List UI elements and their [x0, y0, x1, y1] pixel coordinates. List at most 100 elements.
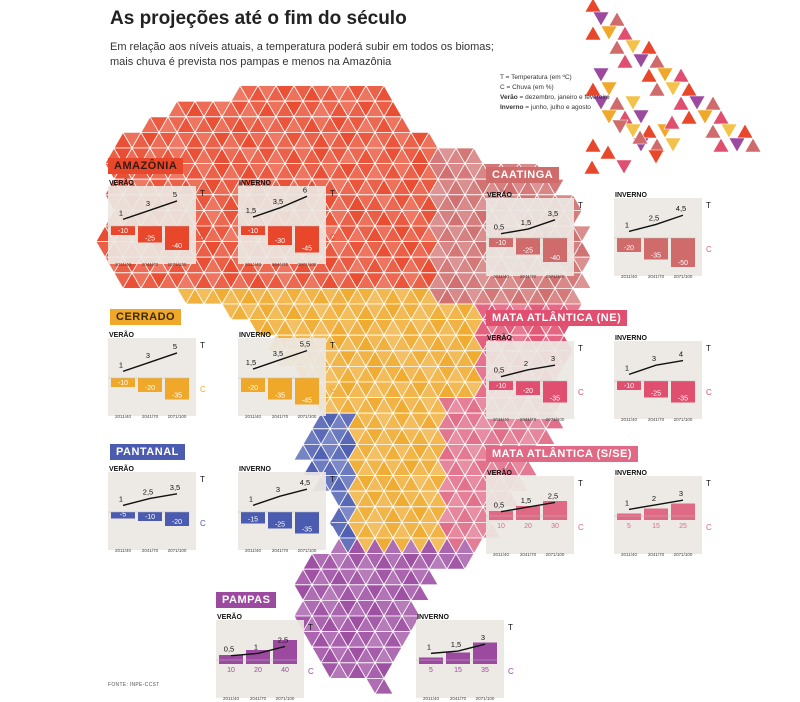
- temperature-label: 3: [551, 354, 555, 363]
- rain-bar: [165, 378, 189, 400]
- decor-triangle: [648, 53, 666, 69]
- decor-triangle: [696, 109, 714, 125]
- rain-bar: [489, 381, 513, 390]
- map-triangle: [419, 568, 439, 586]
- legend: T = Temperatura (em ºC) C = Chuva (em %)…: [500, 73, 650, 113]
- chart-background: [108, 186, 196, 264]
- period-label: 2071/100: [546, 552, 565, 557]
- rain-bar: [473, 642, 497, 664]
- decor-triangle: [632, 109, 650, 125]
- period-label: 2071/100: [674, 417, 693, 422]
- decor-triangle: [583, 159, 601, 175]
- rain-label: -35: [275, 393, 285, 400]
- climate-chart-panel: INVERNO -10 1,5 2011/40 -30 3,5 2041/70 -45 6 207…: [238, 180, 336, 267]
- rain-axis-label: C: [578, 388, 584, 397]
- period-label: 2041/70: [648, 552, 665, 557]
- temperature-axis-label: T: [200, 189, 205, 198]
- rain-label: -50: [678, 260, 688, 267]
- biome-label: MATA ATLÂNTICA (NE): [486, 310, 628, 326]
- decor-triangle: [664, 81, 682, 97]
- temperature-label: 3,5: [273, 349, 283, 358]
- temperature-label: 5: [173, 190, 177, 199]
- period-label: 2011/40: [493, 417, 509, 422]
- subtitle-line: Em relação aos níveis atuais, a temperat…: [110, 41, 494, 53]
- period-label: 2041/70: [272, 414, 289, 419]
- rain-bar: [644, 238, 668, 260]
- rain-bar: [617, 238, 641, 252]
- temperature-label: 0,5: [494, 223, 504, 232]
- map-triangle: [464, 537, 484, 555]
- temperature-label: 3,5: [273, 197, 283, 206]
- climate-chart-panel: INVERNO -20 1 2011/40 -35 2,5 2041/70 -50 4,5 207…: [614, 192, 712, 279]
- legend-rain: C = Chuva (em %): [500, 84, 554, 91]
- season-label: INVERNO: [239, 332, 271, 339]
- legend-summer-value: = dezembro, janeiro e fevereiro: [517, 94, 610, 101]
- decor-triangle: [608, 11, 626, 27]
- temperature-label: 1,5: [246, 206, 256, 215]
- rain-label: 25: [679, 523, 687, 530]
- decor-triangle: [615, 159, 633, 175]
- period-label: 2071/100: [298, 414, 317, 419]
- temperature-line: [230, 645, 286, 657]
- temperature-label: 1: [119, 494, 123, 503]
- temperature-label: 4,5: [300, 478, 310, 487]
- temperature-label: 3: [481, 633, 485, 642]
- map-triangle: [455, 553, 475, 571]
- rain-bar: [165, 226, 189, 250]
- temperature-line: [500, 219, 556, 235]
- rain-label: 20: [524, 523, 532, 530]
- temperature-label: 1: [249, 494, 253, 503]
- rain-label: -25: [275, 522, 285, 529]
- decor-triangle: [600, 25, 618, 41]
- map-triangle: [374, 662, 394, 680]
- temperature-axis-label: T: [508, 623, 513, 632]
- rain-bar: [165, 512, 189, 526]
- rain-label: -20: [172, 519, 182, 526]
- legend-summer-key: Verão: [500, 94, 518, 101]
- biome-label: MATA ATLÂNTICA (S/SE): [486, 446, 639, 462]
- climate-chart-panel: VERÃO -5 1 2011/40 -10 2,5 2041/70 -20 3,5 2071/1…: [108, 464, 206, 553]
- decor-triangle: [704, 123, 722, 139]
- temperature-label: 2,5: [548, 491, 558, 500]
- period-label: 2041/70: [250, 696, 267, 701]
- map-triangle: [410, 583, 430, 601]
- decor-triangle: [624, 39, 642, 55]
- rain-bar: [268, 226, 292, 245]
- decor-triangle: [648, 81, 666, 97]
- season-label: VERÃO: [217, 612, 242, 621]
- temperature-label: 1,5: [521, 496, 531, 505]
- map-triangle: [536, 427, 556, 445]
- climate-chart-panel: VERÃO -10 0,5 2011/40 -25 1,5 2041/70 -40 3,5 207…: [486, 190, 584, 279]
- rain-axis-label: C: [200, 233, 206, 242]
- rain-bar: [295, 226, 319, 253]
- decor-triangle: [616, 25, 634, 41]
- temperature-line: [122, 200, 178, 221]
- rain-label: -10: [145, 514, 155, 521]
- temperature-axis-label: T: [578, 201, 583, 210]
- period-label: 2071/100: [168, 414, 187, 419]
- temperature-label: 2,5: [278, 635, 288, 644]
- temperature-label: 3,5: [170, 483, 180, 492]
- rain-bar: [489, 238, 513, 247]
- temperature-axis-label: T: [308, 623, 313, 632]
- decor-triangle: [584, 25, 602, 41]
- rain-label: 35: [481, 667, 489, 674]
- rain-label: -35: [678, 396, 688, 403]
- temperature-label: 0,5: [494, 501, 504, 510]
- rain-label: -20: [248, 385, 258, 392]
- period-label: 2041/70: [272, 262, 289, 267]
- rain-label: 10: [227, 667, 235, 674]
- rain-label: -25: [523, 248, 533, 255]
- decor-triangle: [728, 137, 746, 153]
- period-label: 2011/40: [115, 262, 131, 267]
- rain-label: -40: [550, 255, 560, 262]
- map-triangle: [545, 412, 565, 430]
- rain-label: -40: [172, 243, 182, 250]
- rain-bar: [219, 655, 243, 664]
- rain-axis-label: C: [508, 667, 514, 676]
- rain-label: -45: [302, 246, 312, 253]
- temperature-line: [122, 493, 178, 507]
- map-triangle: [401, 615, 421, 633]
